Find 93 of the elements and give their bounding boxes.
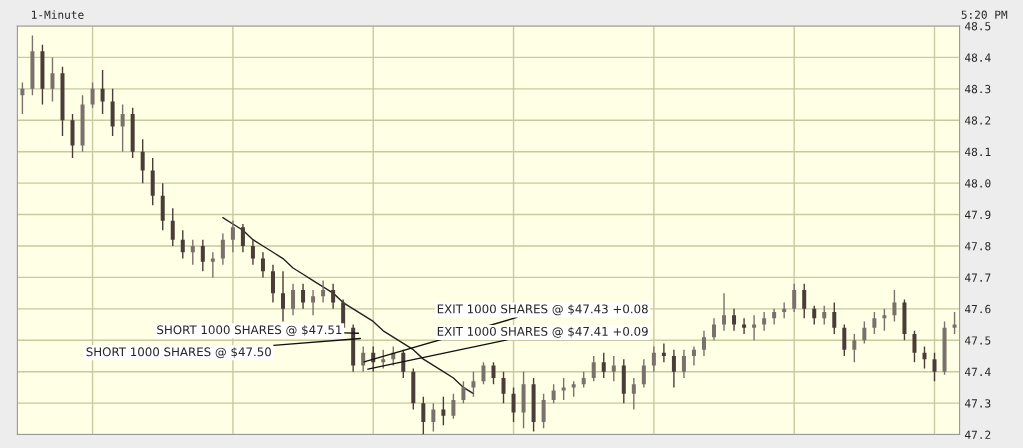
annotation: SHORT 1000 SHARES @ $47.51 [157, 325, 342, 337]
candlestick [631, 377, 636, 411]
candlestick [752, 314, 757, 341]
candlestick [732, 308, 737, 332]
y-tick-label: 48.3 [964, 84, 991, 94]
candlestick [772, 308, 777, 326]
candlestick [421, 396, 426, 435]
candlestick [952, 311, 957, 335]
y-tick-label: 47.3 [964, 399, 991, 408]
candlestick [321, 279, 326, 304]
candlestick [220, 232, 225, 266]
y-tick-label: 47.6 [964, 304, 991, 314]
candlestick [892, 289, 897, 323]
candlestick [250, 239, 255, 266]
candlestick [832, 301, 837, 335]
candlestick [100, 69, 105, 115]
annotation: EXIT 1000 SHARES @ $47.43 +0.08 [437, 304, 648, 316]
candlestick [331, 283, 336, 310]
candlestick [842, 323, 847, 357]
candlestick [180, 229, 185, 260]
y-tick-label: 47.8 [964, 241, 991, 251]
candlestick [90, 81, 95, 109]
y-tick-label: 48.5 [964, 21, 991, 31]
annotation: EXIT 1000 SHARES @ $47.41 +0.09 [437, 326, 648, 338]
candlestick [50, 56, 55, 103]
candlestick [20, 81, 25, 115]
candlestick [441, 396, 446, 426]
candlestick [461, 380, 466, 404]
candlestick [872, 311, 877, 335]
candlestick [511, 386, 516, 423]
candlestick [862, 320, 867, 345]
candlestick [822, 305, 827, 326]
y-tick-label: 47.9 [964, 210, 991, 219]
candlestick [852, 333, 857, 363]
candlestick [912, 330, 917, 363]
y-tick-label: 47.2 [964, 430, 991, 439]
candlestick [501, 371, 506, 404]
candlestick [451, 393, 456, 420]
candlestick [591, 355, 596, 382]
candlestick [661, 342, 666, 363]
candlestick [431, 402, 436, 433]
y-tick-label: 48.1 [964, 147, 991, 157]
candlestick [190, 239, 195, 266]
candlestick [922, 345, 927, 370]
candlestick [401, 349, 406, 379]
candlestick [641, 358, 646, 389]
candlestick [712, 317, 717, 341]
candlestick [210, 251, 215, 279]
candlestick [601, 352, 606, 379]
candlestick [742, 317, 747, 335]
y-tick-label: 47.5 [964, 336, 991, 345]
y-tick-label: 48.4 [964, 53, 991, 62]
candlestick [882, 308, 887, 332]
candlestick [701, 330, 706, 357]
y-tick-label: 48.2 [964, 116, 991, 125]
y-tick-label: 47.4 [964, 367, 991, 376]
candlestick [722, 292, 727, 332]
chart-title: 1-Minute [32, 10, 84, 19]
y-tick-label: 48.0 [964, 179, 991, 188]
candlestick [561, 377, 566, 401]
candlestick [551, 383, 556, 404]
annotation: SHORT 1000 SHARES @ $47.50 [86, 347, 271, 359]
y-tick-label: 47.7 [964, 273, 991, 282]
candlestick [491, 361, 496, 385]
candlestick [691, 345, 696, 367]
candlestick [361, 345, 366, 373]
candlestick [471, 371, 476, 398]
candlestick [651, 345, 656, 373]
candlestick [932, 352, 937, 382]
candlestick [281, 270, 286, 323]
candlestick [812, 305, 817, 326]
candlestick [481, 361, 486, 385]
candlestick [381, 349, 386, 370]
candlestick [240, 223, 245, 253]
candlestick [611, 355, 616, 382]
candlestick [120, 103, 125, 153]
text: 5:20 PM [961, 10, 1008, 19]
candlestick [170, 207, 175, 247]
candlestick [311, 289, 316, 316]
candlestick [200, 239, 205, 272]
candlestick [681, 349, 686, 379]
candlestick [140, 138, 145, 184]
candlestick [792, 283, 797, 313]
candlestick [802, 283, 807, 319]
candlestick [671, 349, 676, 389]
candlestick [260, 251, 265, 279]
candlestick [230, 220, 235, 253]
candlestick [782, 301, 787, 319]
candlestick [291, 283, 296, 316]
candlestick [270, 264, 275, 304]
candlestick [301, 283, 306, 310]
candlestick [541, 393, 546, 429]
candlestick [762, 311, 767, 332]
